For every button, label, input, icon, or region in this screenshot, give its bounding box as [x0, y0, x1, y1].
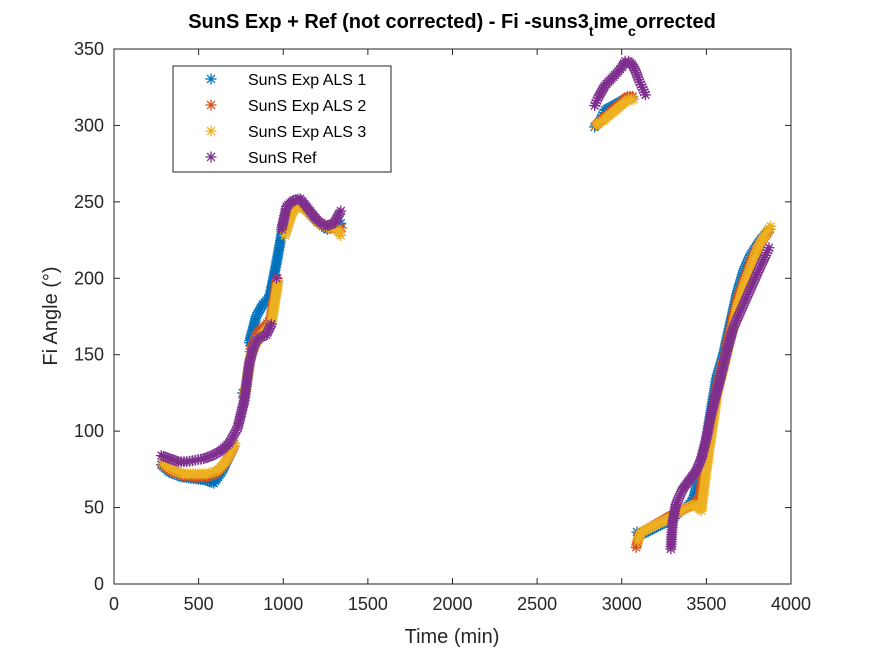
y-tick-label: 250 [74, 192, 104, 212]
data-point [639, 89, 651, 101]
series-4 [155, 55, 775, 555]
data-point [765, 220, 777, 232]
data-point [265, 318, 277, 330]
y-tick-label: 50 [84, 498, 104, 518]
axis-ticks: 0 500 1000 1500 2000 2500 3000 3500 4000 0 50 100 15… [74, 39, 811, 614]
x-tick-label: 2000 [432, 594, 472, 614]
y-tick-label: 300 [74, 115, 104, 135]
y-tick-label: 0 [94, 574, 104, 594]
x-tick-label: 4000 [771, 594, 811, 614]
data-point [628, 93, 640, 105]
data-point [335, 229, 347, 241]
x-tick-label: 1500 [348, 594, 388, 614]
y-tick-label: 150 [74, 345, 104, 365]
x-tick-label: 0 [109, 594, 119, 614]
legend-label: SunS Exp ALS 1 [248, 72, 366, 89]
x-tick-label: 3500 [686, 594, 726, 614]
y-tick-label: 350 [74, 39, 104, 59]
legend-label: SunS Exp ALS 3 [248, 124, 366, 141]
x-tick-label: 3000 [602, 594, 642, 614]
data-point [335, 205, 347, 217]
legend-label: SunS Ref [248, 150, 317, 167]
y-axis-label: Fi Angle (°) [40, 266, 62, 365]
x-tick-label: 2500 [517, 594, 557, 614]
data-points [155, 55, 777, 555]
legend: SunS Exp ALS 1 SunS Exp ALS 2 SunS Exp ALS… [172, 65, 392, 173]
x-axis-label: Time (min) [405, 626, 500, 648]
data-point [270, 272, 282, 284]
y-tick-label: 200 [74, 268, 104, 288]
y-tick-label: 100 [74, 421, 104, 441]
legend-marker [205, 151, 217, 163]
legend-box [172, 65, 392, 173]
legend-marker [205, 99, 217, 111]
x-tick-label: 1000 [263, 594, 303, 614]
chart-title: SunS Exp + Ref (not corrected) - Fi -sun… [188, 11, 716, 39]
legend-label: SunS Exp ALS 2 [248, 98, 366, 115]
legend-marker [205, 125, 217, 137]
legend-marker [205, 73, 217, 85]
x-tick-label: 500 [184, 594, 214, 614]
data-point [763, 242, 775, 254]
